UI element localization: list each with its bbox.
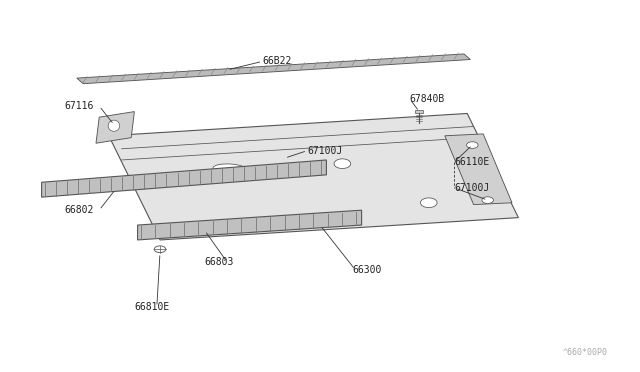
- Polygon shape: [96, 112, 134, 143]
- Bar: [415, 110, 423, 113]
- Circle shape: [154, 246, 166, 253]
- Text: 66803: 66803: [205, 257, 234, 267]
- Text: 66810E: 66810E: [134, 302, 170, 312]
- Circle shape: [482, 197, 493, 203]
- Ellipse shape: [108, 120, 120, 131]
- Text: 67116: 67116: [64, 101, 93, 111]
- Text: 66B22: 66B22: [262, 57, 292, 66]
- Circle shape: [420, 198, 437, 208]
- Text: 66300: 66300: [352, 265, 381, 275]
- Ellipse shape: [213, 164, 248, 174]
- Text: 66110E: 66110E: [454, 157, 490, 167]
- Text: 67100J: 67100J: [307, 146, 342, 155]
- Text: 66802: 66802: [64, 205, 93, 215]
- Circle shape: [467, 142, 478, 148]
- Polygon shape: [77, 54, 470, 84]
- Text: 67100J: 67100J: [454, 183, 490, 193]
- Text: 67840B: 67840B: [410, 94, 445, 103]
- Text: ^660*00P0: ^660*00P0: [563, 348, 608, 357]
- Polygon shape: [445, 134, 512, 205]
- Polygon shape: [42, 160, 326, 197]
- Polygon shape: [138, 210, 362, 240]
- Circle shape: [334, 159, 351, 169]
- Polygon shape: [109, 113, 518, 240]
